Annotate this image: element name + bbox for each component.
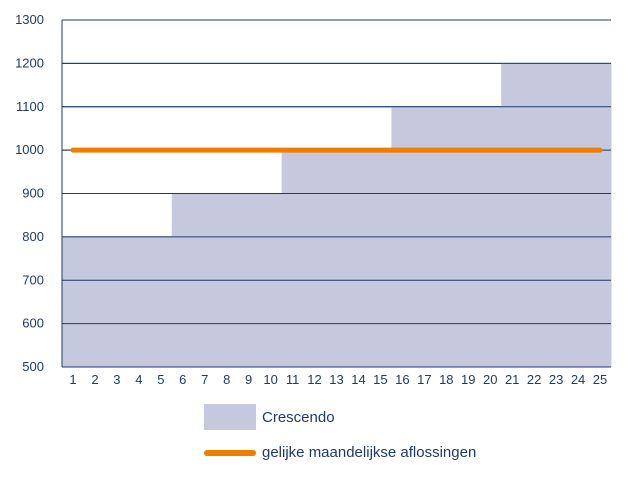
y-tick-label: 900 [22,186,44,201]
y-tick-label: 800 [22,229,44,244]
y-tick-label: 1100 [16,99,44,114]
x-tick-label: 13 [329,372,343,387]
legend-swatch-crescendo [204,404,256,430]
legend-label-gelijke: gelijke maandelijkse aflossingen [262,444,477,461]
x-tick-label: 14 [351,372,365,387]
y-tick-label: 700 [22,272,44,287]
x-tick-label: 10 [263,372,277,387]
x-tick-label: 4 [135,372,142,387]
crescendo-bar [501,63,524,367]
x-tick-label: 15 [373,372,387,387]
legend-swatch-gelijke [204,449,256,456]
crescendo-bar [545,63,568,367]
x-tick-label: 12 [307,372,321,387]
legend-label-crescendo: Crescendo [262,408,335,426]
crescendo-bar [369,150,392,367]
x-tick-label: 1 [69,372,76,387]
crescendo-bar [325,150,348,367]
y-tick-label: 600 [22,316,44,331]
crescendo-bar [523,63,546,367]
crescendo-bar [567,63,590,367]
x-tick-label: 24 [571,372,585,387]
x-tick-label: 23 [549,372,563,387]
crescendo-bar [347,150,370,367]
x-tick-label: 3 [113,372,120,387]
crescendo-bar [281,150,305,367]
y-tick-label: 500 [22,359,44,374]
x-tick-label: 6 [179,372,186,387]
y-tick-label: 1000 [15,142,44,157]
x-tick-label: 20 [483,372,497,387]
legend-item-gelijke: gelijke maandelijkse aflossingen [204,444,476,461]
x-tick-label: 5 [157,372,164,387]
legend-item-crescendo: Crescendo [204,404,335,430]
axes [61,20,611,368]
x-tick-label: 9 [245,372,252,387]
x-tick-label: 8 [223,372,230,387]
y-tick-label: 1200 [15,55,44,70]
crescendo-bar [589,63,612,367]
x-tick-label: 22 [527,372,541,387]
x-tick-label: 7 [201,372,208,387]
x-tick-label: 17 [417,372,431,387]
crescendo-bar [127,236,151,367]
crescendo-area [62,63,612,367]
x-tick-label: 11 [286,372,300,387]
x-tick-labels: 1 2 3 4 5 6 7 8 9 10 11 12 13 14 15 16 17 18 19 20 21 22 23 24 2… [69,372,607,387]
x-tick-label: 19 [461,372,475,387]
x-tick-label: 2 [91,372,98,387]
y-tick-label: 1300 [15,12,44,27]
crescendo-bar [149,236,173,367]
y-tick-labels: 500 600 700 800 900 1000 1100 1200 1300 [15,12,44,374]
crescendo-bar [83,236,107,367]
crescendo-bar [303,150,327,367]
x-tick-label: 16 [395,372,409,387]
x-tick-label: 18 [439,372,453,387]
x-tick-label: 21 [505,372,519,387]
crescendo-bar [62,236,85,367]
x-tick-label: 25 [593,372,607,387]
crescendo-bar [105,236,129,367]
